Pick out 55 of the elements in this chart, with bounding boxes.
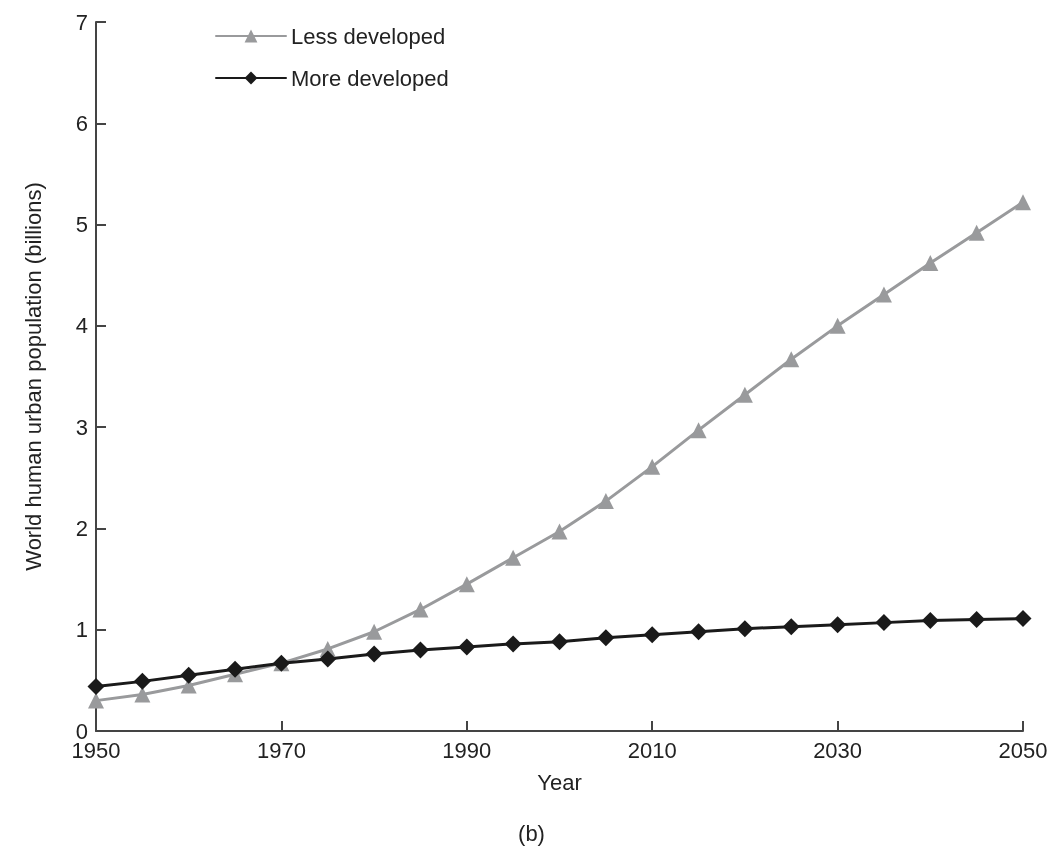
y-tick-label: 6 [75,110,88,136]
point [829,317,846,334]
point [921,612,939,630]
y-tick-label: 7 [75,9,88,35]
legend-label: More developed [291,65,449,91]
y-tick-label: 3 [75,414,88,440]
point [829,616,847,634]
point [134,686,151,703]
x-tick-label: 2010 [627,737,677,763]
x-tick-label: 1990 [442,737,492,763]
point [551,633,568,651]
point [365,645,383,663]
point [412,601,429,618]
x-tick-label: 1970 [256,737,306,763]
point [783,351,800,368]
x-tick-label: 2030 [813,737,863,763]
y-tick-label: 2 [75,515,88,541]
point [366,623,383,640]
point [968,611,986,629]
point [551,523,568,540]
point [505,549,522,566]
point [736,386,753,403]
legend-label: Less developed [291,23,446,49]
y-tick-label: 4 [75,313,88,339]
point [922,255,939,272]
point [875,286,892,303]
point [87,677,105,695]
point [968,224,985,241]
x-axis-title: Year [537,769,582,795]
point [1015,194,1031,211]
y-tick-label: 0 [75,718,88,744]
point [180,666,198,684]
point [226,660,244,678]
point [690,422,707,439]
point [643,626,661,644]
point [411,641,429,659]
point [875,614,893,632]
y-tick-label: 5 [75,212,88,238]
point [133,672,151,690]
point [736,620,754,638]
point [597,493,614,510]
x-tick-label: 2050 [998,737,1048,763]
point [690,623,708,641]
y-axis-title: World human urban population (billions) [20,182,46,571]
point [88,692,104,709]
point [597,629,615,647]
point [504,635,522,653]
text: (b) [518,820,545,846]
point [458,638,476,656]
point [644,458,661,475]
y-tick-label: 1 [75,617,88,643]
point [458,576,475,593]
point [1014,610,1032,628]
point [319,650,337,668]
point [782,618,800,636]
